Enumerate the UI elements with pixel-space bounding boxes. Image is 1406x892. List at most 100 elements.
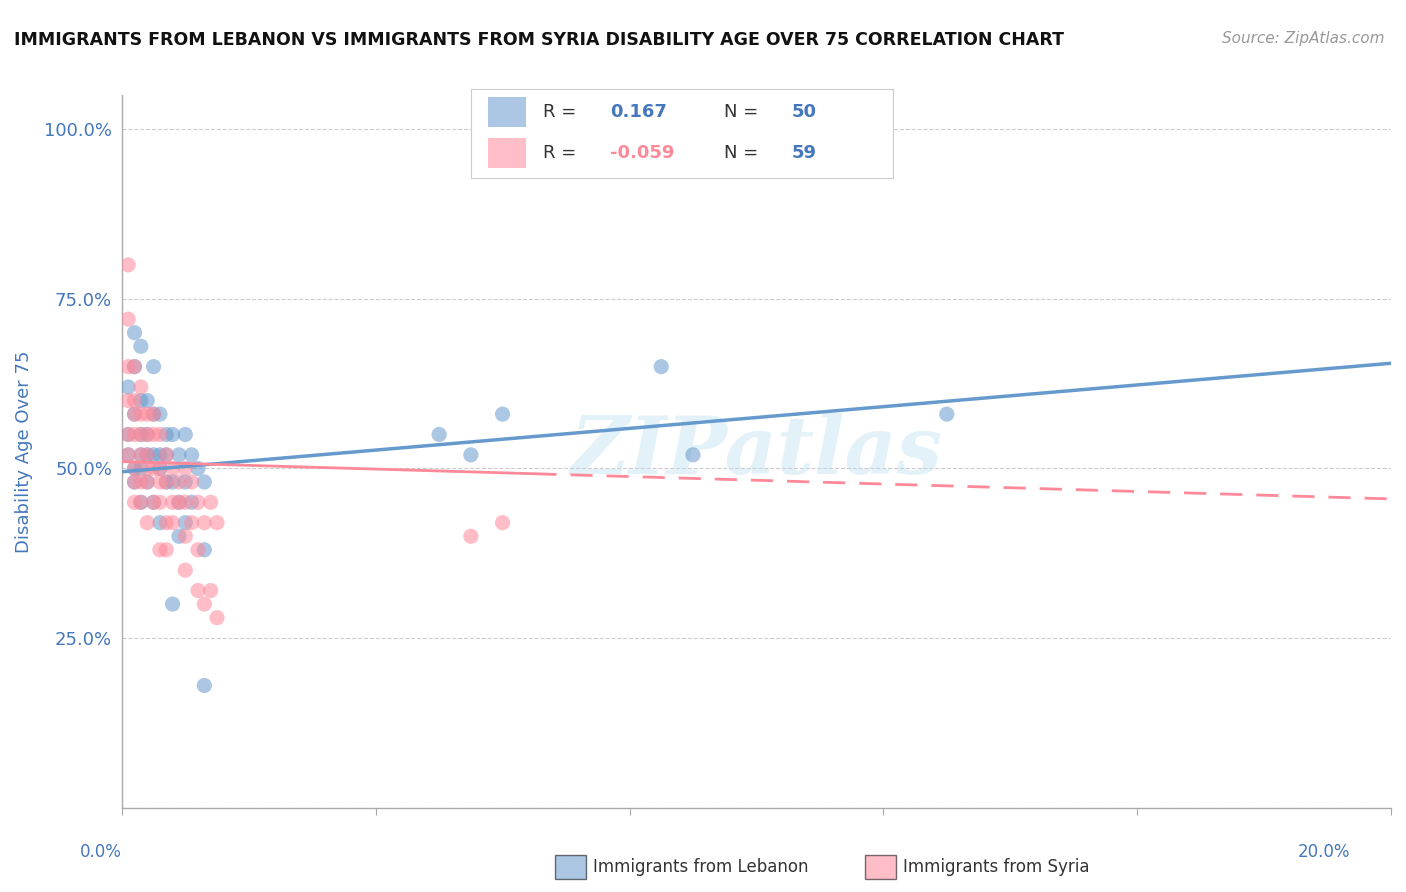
Point — [155, 448, 177, 462]
Point — [129, 495, 152, 509]
Point — [167, 529, 190, 543]
Text: 50: 50 — [792, 103, 817, 121]
Point — [124, 326, 146, 340]
Point — [460, 529, 482, 543]
Point — [187, 542, 209, 557]
Point — [136, 427, 159, 442]
Text: R =: R = — [543, 103, 582, 121]
Point — [136, 427, 159, 442]
Point — [117, 312, 139, 326]
Point — [136, 448, 159, 462]
Point — [174, 427, 197, 442]
Point — [174, 529, 197, 543]
Text: Immigrants from Syria: Immigrants from Syria — [903, 858, 1090, 876]
Point — [124, 359, 146, 374]
Point — [117, 448, 139, 462]
Point — [180, 516, 202, 530]
Point — [174, 516, 197, 530]
Point — [162, 427, 184, 442]
Point — [187, 495, 209, 509]
Text: N =: N = — [724, 103, 763, 121]
Point — [205, 516, 228, 530]
Point — [142, 407, 165, 421]
Point — [124, 475, 146, 489]
Point — [117, 359, 139, 374]
Point — [129, 475, 152, 489]
Point — [136, 448, 159, 462]
Point — [149, 516, 172, 530]
Point — [174, 495, 197, 509]
Text: Immigrants from Lebanon: Immigrants from Lebanon — [593, 858, 808, 876]
Text: 20.0%: 20.0% — [1298, 843, 1351, 861]
Text: IMMIGRANTS FROM LEBANON VS IMMIGRANTS FROM SYRIA DISABILITY AGE OVER 75 CORRELAT: IMMIGRANTS FROM LEBANON VS IMMIGRANTS FR… — [14, 31, 1064, 49]
Text: 59: 59 — [792, 144, 817, 162]
Point — [124, 495, 146, 509]
Point — [162, 495, 184, 509]
Point — [180, 448, 202, 462]
Point — [129, 427, 152, 442]
Point — [491, 407, 513, 421]
Text: 0.0%: 0.0% — [80, 843, 122, 861]
Point — [162, 597, 184, 611]
Text: Source: ZipAtlas.com: Source: ZipAtlas.com — [1222, 31, 1385, 46]
Point — [149, 542, 172, 557]
Point — [129, 495, 152, 509]
Point — [142, 359, 165, 374]
Point — [935, 407, 957, 421]
Point — [136, 393, 159, 408]
Point — [180, 495, 202, 509]
Point — [129, 380, 152, 394]
Y-axis label: Disability Age Over 75: Disability Age Over 75 — [15, 351, 32, 553]
Point — [174, 563, 197, 577]
Point — [155, 448, 177, 462]
Point — [129, 339, 152, 353]
Point — [142, 495, 165, 509]
Point — [117, 427, 139, 442]
Point — [174, 475, 197, 489]
Point — [155, 475, 177, 489]
Point — [180, 475, 202, 489]
Text: N =: N = — [724, 144, 763, 162]
Point — [142, 495, 165, 509]
Point — [117, 427, 139, 442]
Point — [117, 448, 139, 462]
Point — [162, 461, 184, 475]
Point — [193, 678, 215, 692]
Point — [174, 461, 197, 475]
Point — [200, 495, 222, 509]
Point — [155, 475, 177, 489]
Text: -0.059: -0.059 — [610, 144, 675, 162]
Point — [142, 461, 165, 475]
Point — [129, 427, 152, 442]
Point — [193, 542, 215, 557]
Point — [491, 516, 513, 530]
Point — [129, 407, 152, 421]
Point — [142, 407, 165, 421]
Text: 0.167: 0.167 — [610, 103, 666, 121]
Point — [124, 461, 146, 475]
Point — [129, 448, 152, 462]
Point — [167, 475, 190, 489]
Bar — [488, 138, 526, 168]
Point — [129, 393, 152, 408]
Point — [124, 359, 146, 374]
Point — [129, 461, 152, 475]
Point — [187, 583, 209, 598]
Point — [155, 542, 177, 557]
Point — [187, 461, 209, 475]
Point — [124, 427, 146, 442]
Point — [162, 475, 184, 489]
Point — [117, 393, 139, 408]
Point — [136, 475, 159, 489]
Point — [117, 380, 139, 394]
Point — [117, 258, 139, 272]
Point — [167, 495, 190, 509]
Point — [149, 461, 172, 475]
Point — [193, 475, 215, 489]
Point — [682, 448, 704, 462]
Point — [193, 516, 215, 530]
Point — [136, 461, 159, 475]
Point — [460, 448, 482, 462]
Point — [155, 427, 177, 442]
Point — [162, 516, 184, 530]
